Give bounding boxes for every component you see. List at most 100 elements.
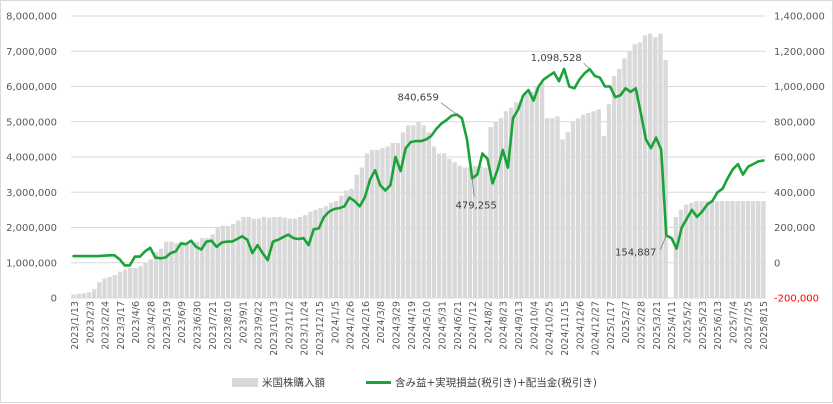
bar — [524, 93, 529, 298]
bar — [390, 142, 395, 298]
x-tick-label: 2025/7/25 — [744, 301, 755, 350]
x-tick-label: 2023/4/6 — [131, 301, 142, 344]
annotation-label: 154,887 — [615, 247, 656, 258]
x-tick-label: 2023/10/13 — [269, 301, 280, 356]
y-right-tick-label: -200,000 — [774, 294, 819, 305]
bar — [442, 153, 447, 298]
bar — [71, 294, 76, 298]
bar — [730, 201, 735, 298]
x-tick-label: 2024/10/25 — [545, 301, 556, 356]
x-tick-label: 2024/1/5 — [330, 301, 341, 344]
bar — [251, 218, 256, 298]
bar — [467, 167, 473, 298]
annotation-leader — [583, 62, 590, 70]
bar — [426, 132, 431, 298]
bar — [169, 241, 174, 298]
bar — [591, 111, 596, 298]
bar — [483, 167, 488, 298]
bar — [508, 107, 514, 299]
bar — [143, 262, 148, 298]
y-left-tick-label: 3,000,000 — [6, 188, 57, 199]
bar — [194, 241, 200, 298]
legend-line-label: 含み益+実現損益(税引き)+配当金(税引き) — [395, 376, 597, 389]
bar — [740, 201, 746, 298]
bar — [503, 111, 509, 298]
x-tick-label: 2023/12/15 — [315, 301, 326, 356]
bar — [91, 289, 97, 298]
x-tick-label: 2023/6/30 — [193, 301, 204, 350]
y-right-tick-label: 1,000,000 — [774, 82, 825, 93]
bar — [303, 215, 308, 298]
x-tick-label: 2023/5/19 — [162, 301, 173, 350]
bar — [246, 216, 251, 298]
bar — [673, 216, 679, 298]
bar — [313, 209, 318, 298]
x-tick-label: 2023/8/10 — [223, 301, 234, 350]
x-tick-label: 2023/4/28 — [147, 301, 158, 350]
bar — [369, 149, 375, 298]
bar — [581, 114, 586, 298]
bar — [380, 148, 385, 298]
bar — [86, 292, 92, 298]
bar — [349, 188, 354, 298]
bar — [514, 102, 519, 298]
x-tick-label: 2023/3/17 — [116, 301, 127, 350]
y-right-tick-label: 200,000 — [774, 223, 815, 234]
bar — [570, 121, 576, 298]
y-left-tick-label: 8,000,000 — [6, 12, 57, 23]
bar — [642, 35, 648, 298]
x-tick-label: 2024/4/19 — [407, 301, 418, 350]
bar — [714, 201, 720, 298]
bar — [720, 201, 725, 298]
x-tick-label: 2024/6/21 — [453, 301, 464, 350]
x-tick-label: 2023/2/24 — [101, 301, 112, 350]
bar — [174, 243, 179, 298]
bar — [112, 275, 117, 298]
bar — [627, 51, 632, 298]
y-left-tick-label: 0 — [51, 294, 57, 305]
bar — [76, 293, 81, 298]
bar — [756, 201, 761, 298]
bar — [416, 121, 421, 298]
bar — [225, 225, 231, 298]
bar — [447, 158, 452, 298]
bar — [133, 268, 138, 298]
bar — [333, 201, 339, 298]
bar — [555, 116, 560, 299]
x-tick-label: 2024/2/16 — [361, 301, 372, 350]
y-right-tick-label: 400,000 — [774, 188, 815, 199]
bar — [395, 142, 401, 298]
bar — [328, 202, 334, 298]
bar — [488, 127, 493, 298]
x-tick-label: 2023/6/9 — [177, 301, 188, 344]
bar — [148, 259, 153, 298]
bar — [297, 216, 303, 298]
x-tick-label: 2023/1/13 — [70, 301, 81, 350]
x-tick-label: 2023/2/3 — [85, 301, 96, 344]
bar — [586, 112, 591, 298]
x-tick-label: 2023/7/21 — [208, 301, 219, 350]
bar — [493, 121, 498, 298]
x-tick-label: 2023/11/24 — [300, 301, 311, 356]
bar — [694, 201, 699, 298]
bar — [534, 86, 540, 298]
x-tick-label: 2024/1/26 — [346, 301, 357, 350]
x-tick-label: 2024/7/12 — [468, 301, 479, 350]
bar — [606, 104, 612, 298]
bar — [689, 202, 694, 298]
bar — [81, 293, 87, 298]
y-right-tick-label: 600,000 — [774, 153, 815, 164]
x-tick-label: 2025/2/7 — [621, 301, 632, 344]
bar — [550, 118, 555, 298]
bar — [220, 225, 226, 298]
x-tick-label: 2024/5/31 — [438, 301, 449, 350]
legend-bar-label: 米国株購入額 — [262, 376, 325, 389]
bar — [210, 234, 215, 298]
annotation-leader — [471, 178, 475, 197]
bar — [745, 201, 751, 298]
x-tick-label: 2024/10/4 — [529, 301, 540, 350]
x-tick-label: 2024/11/15 — [560, 301, 571, 356]
bar — [457, 165, 462, 298]
bar — [354, 174, 359, 298]
bar — [519, 100, 524, 298]
